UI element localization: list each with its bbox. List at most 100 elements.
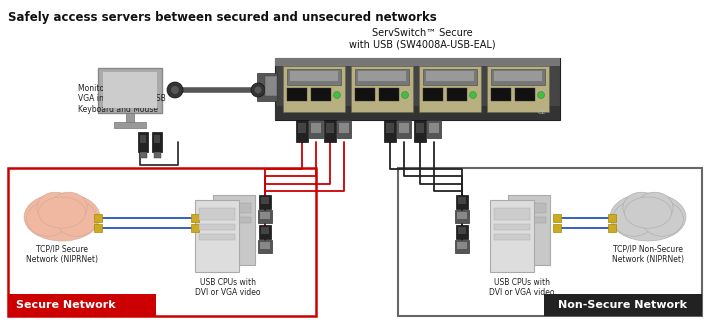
Bar: [139, 152, 146, 158]
Bar: [414, 120, 426, 142]
Ellipse shape: [637, 192, 673, 223]
Text: USB CPUs with
DVI or VGA video: USB CPUs with DVI or VGA video: [195, 278, 261, 297]
Bar: [140, 135, 146, 143]
Bar: [309, 120, 323, 138]
Bar: [260, 242, 270, 249]
Bar: [191, 224, 199, 232]
Bar: [447, 88, 467, 101]
Circle shape: [254, 86, 261, 93]
Ellipse shape: [610, 193, 686, 241]
Circle shape: [167, 82, 183, 98]
Bar: [458, 197, 466, 204]
Bar: [126, 113, 134, 123]
Bar: [296, 120, 308, 142]
Bar: [544, 294, 702, 316]
Bar: [8, 294, 156, 316]
Bar: [103, 72, 157, 108]
Bar: [490, 200, 534, 272]
Bar: [515, 88, 535, 101]
Bar: [379, 88, 399, 101]
Ellipse shape: [642, 202, 683, 236]
Bar: [397, 120, 411, 138]
Text: Non-Secure Network: Non-Secure Network: [557, 300, 687, 310]
Bar: [298, 123, 306, 133]
Bar: [213, 195, 255, 265]
Text: TCP/IP Non-Secure
Network (NIPRNet): TCP/IP Non-Secure Network (NIPRNet): [612, 245, 684, 264]
Ellipse shape: [38, 197, 86, 228]
Ellipse shape: [613, 202, 655, 236]
Bar: [553, 224, 561, 232]
Bar: [487, 66, 549, 112]
Bar: [457, 242, 467, 249]
Bar: [191, 214, 199, 222]
Bar: [427, 120, 441, 138]
Text: CE: CE: [538, 111, 546, 116]
Circle shape: [537, 91, 545, 98]
Bar: [261, 227, 269, 234]
Bar: [384, 120, 396, 142]
Circle shape: [334, 91, 341, 98]
Bar: [426, 71, 474, 81]
Bar: [199, 224, 235, 230]
Bar: [258, 210, 272, 223]
Ellipse shape: [623, 192, 660, 223]
Bar: [259, 195, 271, 209]
Bar: [138, 132, 148, 152]
Bar: [494, 224, 530, 230]
Bar: [283, 66, 345, 112]
Bar: [94, 214, 102, 222]
Bar: [457, 212, 467, 219]
Bar: [512, 217, 546, 223]
Bar: [608, 224, 616, 232]
Bar: [455, 210, 469, 223]
Bar: [199, 208, 235, 220]
Bar: [455, 240, 469, 253]
Bar: [261, 197, 269, 204]
Text: ServSwitch™ Secure
with USB (SW4008A-USB-EAL): ServSwitch™ Secure with USB (SW4008A-USB…: [349, 28, 496, 50]
Bar: [458, 227, 466, 234]
Circle shape: [251, 83, 265, 97]
Bar: [429, 123, 439, 133]
Bar: [275, 106, 560, 120]
Bar: [154, 135, 160, 143]
Bar: [195, 200, 239, 272]
Text: Secure Network: Secure Network: [16, 300, 116, 310]
Bar: [351, 66, 413, 112]
Circle shape: [469, 91, 476, 98]
Bar: [423, 88, 443, 101]
Circle shape: [171, 86, 179, 94]
Bar: [456, 195, 468, 209]
Bar: [258, 240, 272, 253]
Bar: [287, 69, 341, 85]
Bar: [386, 123, 394, 133]
Bar: [153, 152, 160, 158]
Ellipse shape: [624, 197, 672, 228]
Bar: [8, 168, 316, 316]
Circle shape: [401, 91, 408, 98]
Bar: [259, 225, 271, 239]
Bar: [275, 58, 560, 120]
Bar: [512, 203, 546, 213]
Bar: [399, 123, 409, 133]
Bar: [358, 71, 406, 81]
Bar: [456, 225, 468, 239]
Bar: [355, 69, 409, 85]
Ellipse shape: [27, 202, 68, 236]
Bar: [355, 88, 375, 101]
Bar: [419, 66, 481, 112]
Text: Monitor with DVI-I or
VGA interface and USB
Keyboard and Mouse: Monitor with DVI-I or VGA interface and …: [78, 84, 165, 114]
Bar: [398, 168, 702, 316]
Bar: [287, 88, 307, 101]
Text: TCP/IP Secure
Network (NIPRNet): TCP/IP Secure Network (NIPRNet): [26, 245, 98, 264]
Bar: [260, 212, 270, 219]
Ellipse shape: [37, 192, 73, 223]
Bar: [326, 123, 334, 133]
Bar: [257, 73, 277, 101]
Bar: [217, 203, 251, 213]
Text: Safely access servers between secured and unsecured networks: Safely access servers between secured an…: [8, 11, 437, 24]
Bar: [553, 214, 561, 222]
Bar: [98, 68, 162, 113]
Bar: [114, 122, 146, 128]
Bar: [290, 71, 338, 81]
Bar: [337, 120, 351, 138]
